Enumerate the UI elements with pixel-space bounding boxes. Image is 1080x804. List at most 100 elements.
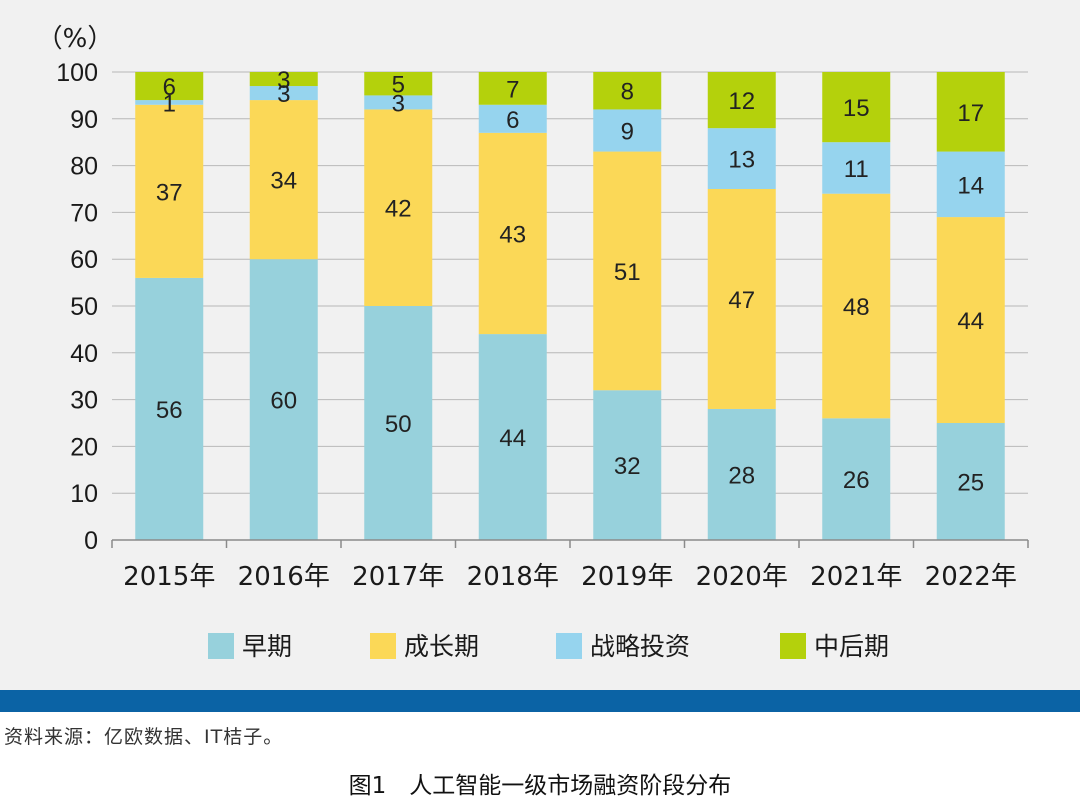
legend-swatch bbox=[780, 633, 806, 659]
y-tick-label: 40 bbox=[70, 340, 98, 368]
y-tick-label: 20 bbox=[70, 433, 98, 461]
y-tick-label: 30 bbox=[70, 387, 98, 415]
data-labels: 5637166034335042354443673251982847131226… bbox=[156, 67, 984, 496]
legend: 早期 成长期 战略投资 中后期 bbox=[208, 632, 889, 661]
bar-segment bbox=[707, 408, 776, 540]
bar-segment bbox=[478, 104, 547, 133]
y-unit-label: （%） bbox=[37, 24, 114, 54]
bar-segment bbox=[364, 109, 433, 306]
bar-segment bbox=[135, 72, 204, 101]
y-tick-label: 0 bbox=[84, 527, 98, 555]
bar-segment bbox=[478, 334, 547, 540]
bar-value-label: 14 bbox=[957, 172, 984, 199]
bar-value-label: 37 bbox=[156, 179, 183, 206]
bar-segment bbox=[478, 72, 547, 105]
bar-value-label: 13 bbox=[728, 147, 755, 174]
axes: （%） 0 10 20 30 40 50 60 70 80 90 100 2015年 2016年 2017年… bbox=[37, 24, 1029, 592]
x-tick-label: 2020年 bbox=[696, 562, 788, 592]
figure-caption: 图1 人工智能一级市场融资阶段分布 bbox=[348, 773, 732, 799]
legend-swatch bbox=[208, 633, 234, 659]
x-tick-label: 2016年 bbox=[238, 562, 330, 592]
bar-segment bbox=[593, 151, 662, 391]
bar-value-label: 5 bbox=[392, 72, 405, 99]
bar-segment bbox=[135, 100, 204, 105]
bar-segment bbox=[936, 423, 1005, 540]
bar-value-label: 3 bbox=[277, 67, 290, 94]
bar-value-label: 34 bbox=[270, 168, 297, 195]
bar-value-label: 47 bbox=[728, 287, 755, 314]
bar-segment bbox=[822, 193, 891, 419]
bar-value-label: 17 bbox=[957, 100, 984, 127]
bar-segment bbox=[593, 390, 662, 540]
bar-value-label: 32 bbox=[614, 453, 641, 480]
bar-segment bbox=[249, 100, 318, 260]
bar-value-label: 26 bbox=[843, 467, 870, 494]
bar-segment bbox=[822, 72, 891, 143]
y-tick-label: 90 bbox=[70, 106, 98, 134]
bar-value-label: 7 bbox=[506, 76, 519, 103]
x-tick-label: 2017年 bbox=[352, 562, 444, 592]
legend-label: 成长期 bbox=[404, 632, 479, 661]
bar-segment bbox=[707, 128, 776, 189]
y-tick-label: 80 bbox=[70, 153, 98, 181]
bar-value-label: 51 bbox=[614, 259, 641, 286]
x-tick-label: 2018年 bbox=[467, 562, 559, 592]
legend-label: 战略投资 bbox=[590, 632, 690, 661]
bar-segment bbox=[936, 217, 1005, 423]
x-tick-label: 2019年 bbox=[581, 562, 673, 592]
bar-value-label: 3 bbox=[277, 81, 290, 108]
footer bbox=[0, 712, 1080, 804]
bar-segment bbox=[822, 418, 891, 540]
bar-value-label: 6 bbox=[506, 107, 519, 134]
bar-segment bbox=[249, 72, 318, 87]
y-tick-label: 10 bbox=[70, 480, 98, 508]
x-tick-label: 2021年 bbox=[810, 562, 902, 592]
bar-value-label: 3 bbox=[392, 90, 405, 117]
y-tick-label: 70 bbox=[70, 199, 98, 227]
legend-label: 早期 bbox=[242, 632, 292, 661]
bar-segment bbox=[249, 259, 318, 540]
blue-divider-band bbox=[0, 690, 1080, 712]
legend-label: 中后期 bbox=[814, 632, 889, 661]
bar-value-label: 48 bbox=[843, 294, 870, 321]
bar-segment bbox=[364, 306, 433, 540]
bar-value-label: 15 bbox=[843, 95, 870, 122]
bar-value-label: 25 bbox=[957, 470, 984, 497]
bar-segment bbox=[707, 72, 776, 129]
bar-value-label: 44 bbox=[499, 425, 526, 452]
bar-value-label: 11 bbox=[844, 156, 869, 183]
bar-segment bbox=[135, 104, 204, 278]
bar-value-label: 9 bbox=[621, 119, 634, 146]
gridlines bbox=[112, 71, 1028, 494]
bar-segment bbox=[364, 95, 433, 110]
bar-segment bbox=[364, 72, 433, 96]
bar-value-label: 28 bbox=[728, 462, 755, 489]
bar-value-label: 43 bbox=[499, 221, 526, 248]
source-note: 资料来源：亿欧数据、IT桔子。 bbox=[4, 726, 284, 748]
bar-segment bbox=[593, 72, 662, 110]
bar-value-label: 50 bbox=[385, 411, 412, 438]
y-tick-label: 60 bbox=[70, 246, 98, 274]
x-tick-label: 2022年 bbox=[925, 562, 1017, 592]
bar-value-label: 44 bbox=[957, 308, 984, 335]
bar-value-label: 60 bbox=[270, 388, 297, 415]
bar-value-label: 6 bbox=[163, 74, 176, 101]
y-tick-label: 50 bbox=[70, 293, 98, 321]
bar-segment bbox=[822, 142, 891, 194]
bar-value-label: 56 bbox=[156, 397, 183, 424]
y-tick-label: 100 bbox=[56, 59, 98, 87]
bar-segment bbox=[478, 132, 547, 335]
bar-value-label: 12 bbox=[728, 88, 755, 115]
x-tick-label: 2015年 bbox=[123, 562, 215, 592]
bar-value-label: 1 bbox=[163, 90, 176, 117]
chart-panel: 56 37 1 6 60 34 3 3 50 42 3 5 44 43 6 7 32 51 9 8 28 47 13 12 26… bbox=[36, 24, 1029, 661]
bar-segment bbox=[936, 151, 1005, 218]
bars bbox=[135, 72, 1005, 540]
bar-value-label: 8 bbox=[621, 79, 634, 106]
bar-segment bbox=[249, 86, 318, 101]
bar-segment bbox=[936, 72, 1005, 152]
legend-swatch bbox=[556, 633, 582, 659]
bar-segment bbox=[707, 189, 776, 409]
bar-segment bbox=[135, 277, 204, 540]
